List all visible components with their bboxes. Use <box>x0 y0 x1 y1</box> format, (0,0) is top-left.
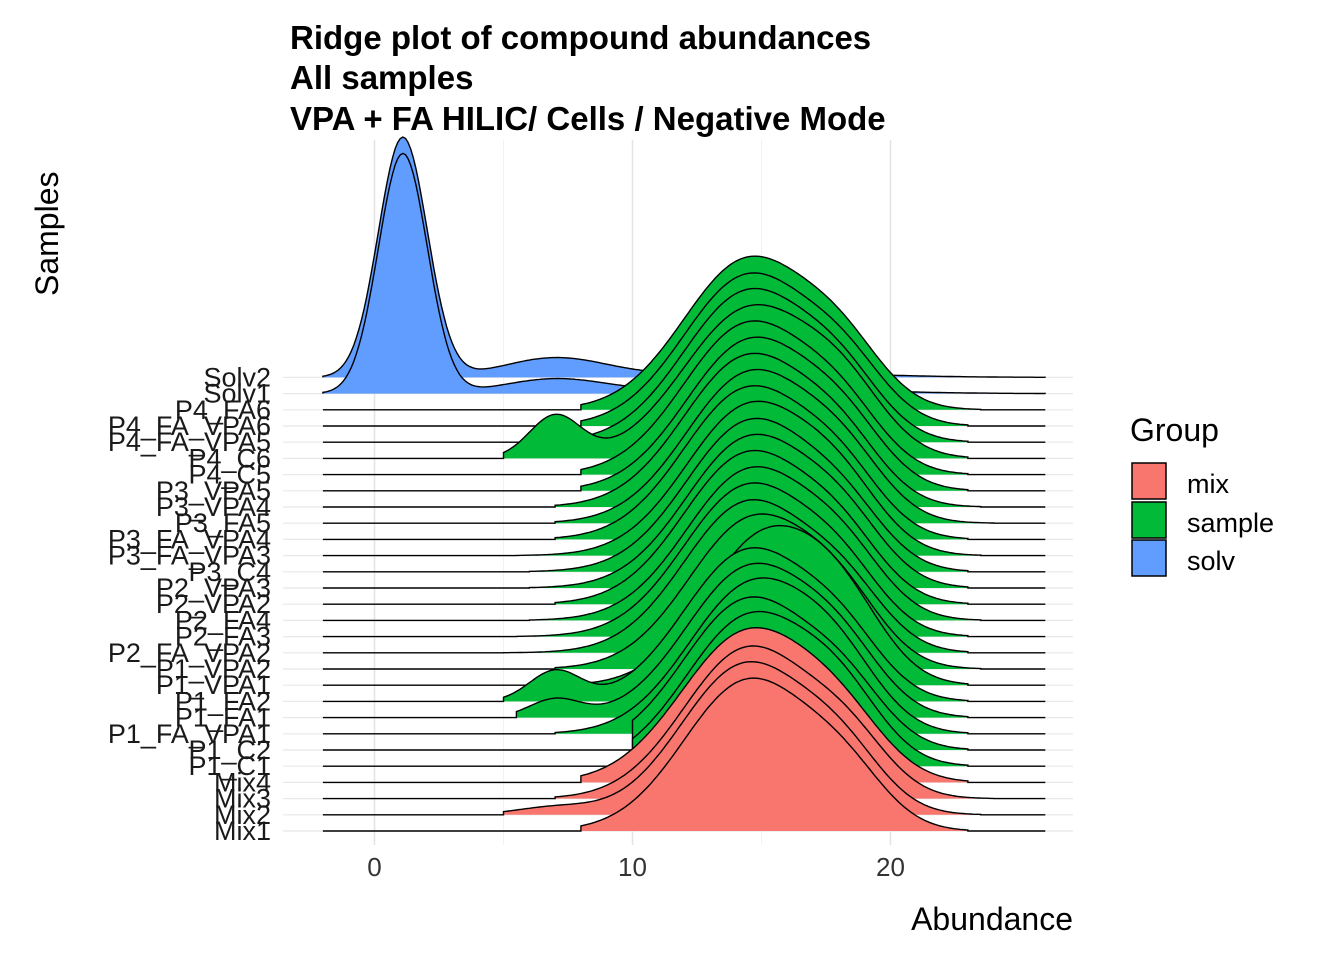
ridge-outline <box>322 660 1046 816</box>
ridge-outline <box>322 400 1046 557</box>
ridge-outline <box>322 417 1046 573</box>
x-tick-label: 0 <box>367 852 381 882</box>
y-tick-label: P1_VPA2 <box>156 654 271 684</box>
y-tick-label: P3_VPA5 <box>156 476 271 506</box>
y-tick-label: P2_FA4 <box>175 605 271 635</box>
ridge-outline <box>322 385 1046 541</box>
x-tick-labels: 0 10 20 <box>367 852 905 882</box>
ridge-outline <box>322 645 1046 800</box>
title-line-1: Ridge plot of compound abundances <box>290 19 871 56</box>
y-tick-label: Solv2 <box>203 362 271 392</box>
y-tick-label: P2_VPA2 <box>156 589 271 619</box>
chart-title: Ridge plot of compound abundances All sa… <box>290 19 886 137</box>
y-tick-label: P2_FA_VPA2 <box>108 638 271 668</box>
ridge-outline <box>322 255 1046 411</box>
title-line-3: VPA + FA HILIC/ Cells / Negative Mode <box>290 100 886 137</box>
y-tick-label: P3_FA_VPA3 <box>108 541 271 571</box>
x-axis-label: Abundance <box>911 901 1073 937</box>
y-tick-label: Mix3 <box>214 784 271 814</box>
ridge-outline <box>322 547 1046 703</box>
legend: Group mix sample solv <box>1130 412 1274 577</box>
y-tick-label: P3_FA_VPA4 <box>108 524 271 554</box>
legend-label-solv: solv <box>1187 546 1236 576</box>
ridge-outline <box>322 626 1046 784</box>
y-tick-label: P1_C2 <box>188 735 271 765</box>
x-tick-label: 20 <box>876 852 905 882</box>
ridge-outline <box>322 524 1046 686</box>
y-tick-label: P4_FA_VPA6 <box>108 411 271 441</box>
ridge-outline <box>322 498 1046 654</box>
title-line-2: All samples <box>290 59 473 96</box>
ridge-fill <box>322 153 1046 394</box>
ridge-outline <box>322 336 1046 492</box>
legend-swatch-mix <box>1131 462 1167 500</box>
ridge-outline <box>322 352 1046 508</box>
ridge-Mix1 <box>322 677 1046 832</box>
x-tick-label: 10 <box>618 852 647 882</box>
ridge-outline <box>322 272 1046 427</box>
ridge-outline <box>322 677 1046 832</box>
y-tick-label: P3_FA5 <box>175 508 271 538</box>
ridge-outline <box>322 433 1046 589</box>
legend-swatch-sample <box>1131 501 1167 539</box>
ridge-outline <box>322 368 1046 524</box>
ridge-outline <box>322 596 1046 751</box>
y-tick-labels: Mix1Mix2Mix3Mix4P1_C1P1_C2P1_FA_VPA1P1_F… <box>108 362 271 846</box>
legend-item-sample: sample <box>1131 501 1274 539</box>
ridge-outline <box>322 562 1046 719</box>
y-tick-label: P1_C1 <box>188 751 271 781</box>
y-tick-label: P1_FA1 <box>175 703 271 733</box>
y-tick-label: Mix4 <box>214 767 271 797</box>
ridge-fill <box>580 678 968 831</box>
y-axis-label: Samples <box>29 172 65 297</box>
y-tick-label: P4_C5 <box>188 460 271 490</box>
legend-swatch-solv <box>1131 539 1167 577</box>
legend-title: Group <box>1130 412 1219 448</box>
y-tick-label: P4_C6 <box>188 443 271 473</box>
y-tick-label: P4_FA6 <box>175 395 271 425</box>
y-tick-label: P1_FA2 <box>175 686 271 716</box>
ridge-outline <box>322 610 1046 767</box>
ridge-outline <box>322 482 1046 638</box>
y-tick-label: Mix2 <box>214 800 271 830</box>
ridge-outline <box>322 466 1046 622</box>
legend-label-mix: mix <box>1187 469 1229 499</box>
ridge-outline <box>322 320 1046 476</box>
ridge-outline <box>322 304 1046 460</box>
ridges <box>322 136 1046 832</box>
ridge-outline <box>322 449 1046 605</box>
y-tick-label: P1_VPA1 <box>156 670 271 700</box>
y-tick-label: P1_FA_VPA1 <box>108 719 271 749</box>
y-tick-label: Solv1 <box>203 379 271 409</box>
ridge-outline <box>322 287 1046 443</box>
legend-item-mix: mix <box>1131 462 1229 500</box>
y-tick-label: P2_VPA3 <box>156 573 271 603</box>
y-tick-label: Mix1 <box>214 816 271 846</box>
y-tick-label: P2_FA3 <box>175 622 271 652</box>
legend-item-solv: solv <box>1131 539 1236 577</box>
y-tick-label: P3_VPA4 <box>156 492 271 522</box>
legend-label-sample: sample <box>1187 508 1274 538</box>
y-tick-label: P4_FA_VPA5 <box>108 427 271 457</box>
ridge-outline <box>322 577 1046 735</box>
ridge-outline <box>322 513 1046 670</box>
y-tick-label: P3_C4 <box>188 557 271 587</box>
